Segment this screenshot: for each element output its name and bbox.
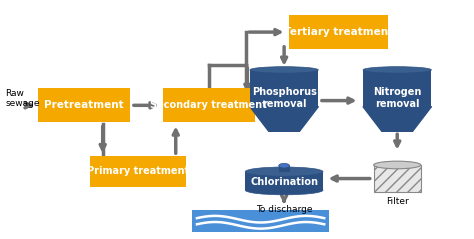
FancyBboxPatch shape <box>250 70 318 107</box>
FancyBboxPatch shape <box>192 211 329 232</box>
Text: Filter: Filter <box>386 197 409 206</box>
Text: Raw
sewage: Raw sewage <box>5 88 40 108</box>
Ellipse shape <box>250 104 318 109</box>
Text: Primary treatment: Primary treatment <box>87 167 189 176</box>
FancyBboxPatch shape <box>245 172 323 190</box>
Polygon shape <box>363 107 431 131</box>
FancyBboxPatch shape <box>289 15 388 49</box>
FancyBboxPatch shape <box>363 70 431 107</box>
Ellipse shape <box>363 67 431 73</box>
Text: Pretreatment: Pretreatment <box>44 100 124 110</box>
FancyBboxPatch shape <box>38 88 130 122</box>
Text: Secondary treatment: Secondary treatment <box>150 100 267 110</box>
Ellipse shape <box>245 185 323 195</box>
FancyBboxPatch shape <box>374 165 421 192</box>
FancyBboxPatch shape <box>163 88 255 122</box>
FancyBboxPatch shape <box>90 156 186 187</box>
Ellipse shape <box>279 163 290 168</box>
FancyBboxPatch shape <box>279 166 290 172</box>
Text: Nitrogen
removal: Nitrogen removal <box>373 87 421 109</box>
Text: Chlorination: Chlorination <box>250 177 318 187</box>
Ellipse shape <box>374 161 421 169</box>
Ellipse shape <box>363 104 431 109</box>
Text: Phosphorus
removal: Phosphorus removal <box>252 87 317 109</box>
Text: Tertiary treatment: Tertiary treatment <box>284 27 393 37</box>
Ellipse shape <box>250 67 318 73</box>
Ellipse shape <box>245 167 323 176</box>
Text: To discharge: To discharge <box>256 205 312 214</box>
Polygon shape <box>250 107 318 131</box>
